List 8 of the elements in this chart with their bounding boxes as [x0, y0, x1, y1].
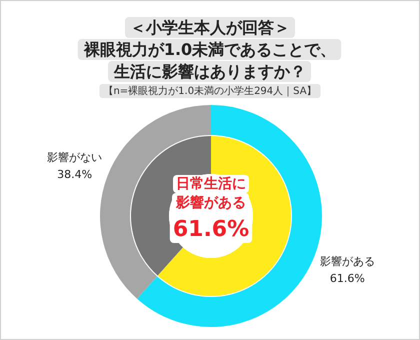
text: 日常生活に影響がある	[175, 176, 246, 211]
chart-title: ＜小学生本人が回答＞裸眼視力が1.0未満であることで、生活に影響はありますか？	[82, 18, 336, 81]
slice-label: 影響がない	[47, 150, 102, 164]
data-label: 38.4%	[57, 168, 92, 181]
slice-label: 影響がある	[320, 255, 375, 268]
text: 61.6%	[172, 217, 250, 242]
data-label: 61.6%	[330, 272, 365, 286]
chart-subtitle: 【n=裸眼視力が1.0未満の小学生294人｜SA】	[103, 85, 317, 97]
